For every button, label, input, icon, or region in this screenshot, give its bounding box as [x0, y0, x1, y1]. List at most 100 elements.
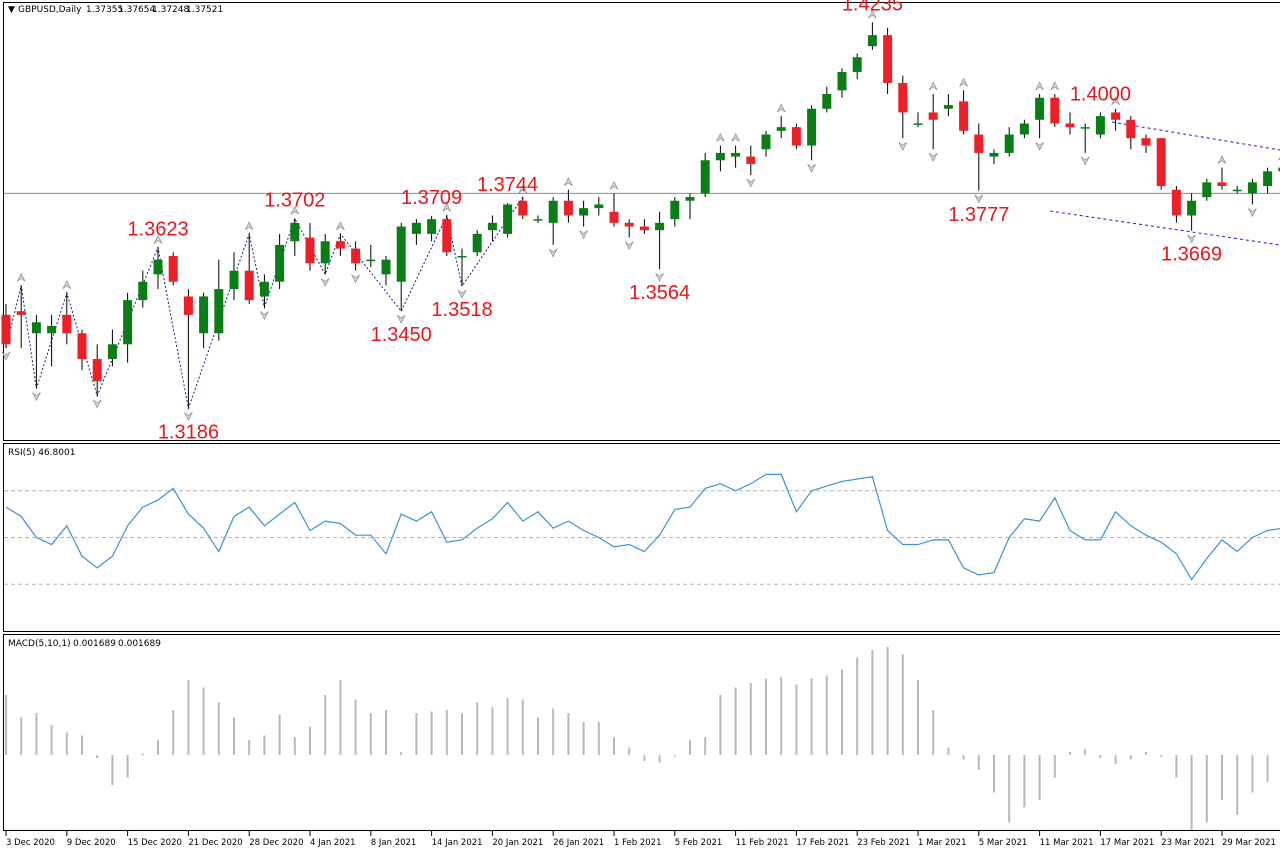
bull-candle — [381, 259, 391, 275]
bear-candle — [335, 241, 345, 249]
date-label: 15 Dec 2020 — [128, 838, 182, 848]
bull-candle — [47, 325, 57, 334]
price-label: 1.3702 — [264, 189, 325, 211]
date-label: 28 Dec 2020 — [249, 838, 303, 848]
channel-lower-line — [1049, 210, 1280, 246]
fractal-down-arrow — [32, 392, 41, 402]
bear-candle — [92, 359, 102, 382]
price-label: 1.3450 — [371, 324, 432, 346]
bull-candle — [989, 152, 999, 157]
bull-candle — [275, 244, 285, 282]
date-label: 1 Feb 2021 — [614, 838, 662, 848]
bull-candle — [214, 289, 224, 334]
macd-label: MACD(5,10,1) — [8, 639, 71, 649]
date-label: 5 Mar 2021 — [979, 838, 1027, 848]
bull-candle — [1035, 97, 1045, 120]
fractal-up-arrow — [1111, 96, 1120, 105]
bear-candle — [959, 101, 969, 131]
bull-candle — [731, 152, 741, 157]
bear-candle — [639, 226, 649, 231]
bull-candle — [655, 222, 665, 231]
fractal-down-arrow — [184, 412, 193, 422]
bull-candle — [427, 219, 437, 234]
date-label: 23 Mar 2021 — [1161, 838, 1215, 848]
date-label: 29 Mar 2021 — [1222, 838, 1276, 848]
fractal-down-arrow — [624, 241, 634, 251]
date-label: 23 Feb 2021 — [857, 838, 910, 848]
bear-candle — [351, 248, 361, 264]
bear-candle — [1065, 123, 1075, 128]
bear-candle — [746, 156, 756, 164]
bear-candle — [1111, 112, 1121, 120]
bear-candle — [244, 270, 254, 301]
bear-candle — [563, 200, 573, 216]
bear-candle — [1156, 138, 1166, 187]
bull-candle — [320, 241, 330, 264]
macd-value-1: 0.001689 — [73, 639, 116, 649]
fractal-down-arrow — [92, 399, 102, 409]
bull-candle — [290, 222, 300, 242]
bull-candle — [366, 259, 376, 262]
price-label: 1.3777 — [948, 204, 1009, 226]
ohlc-low: 1.37248 — [152, 5, 189, 15]
date-label: 8 Jan 2021 — [371, 838, 417, 848]
fractal-up-arrow — [62, 280, 72, 290]
macd-panel — [3, 634, 1280, 831]
fractal-down-arrow — [1080, 156, 1090, 166]
bull-candle — [943, 105, 953, 109]
fractal-up-arrow — [336, 221, 345, 231]
price-label: 1.3564 — [629, 282, 690, 304]
date-label: 4 Jan 2021 — [310, 838, 356, 848]
bull-candle — [153, 259, 163, 275]
bull-candle — [199, 296, 209, 334]
fractal-down-arrow — [928, 152, 938, 162]
date-label: 14 Jan 2021 — [432, 838, 483, 848]
date-label: 17 Mar 2021 — [1100, 838, 1154, 848]
bull-candle — [807, 108, 817, 146]
bear-candle — [898, 82, 908, 113]
zigzag-line — [5, 196, 524, 411]
bear-candle — [183, 296, 193, 315]
fractal-down-arrow — [655, 272, 664, 282]
fractal-down-arrow — [351, 274, 360, 284]
date-label: 9 Dec 2020 — [67, 838, 116, 848]
bull-candle — [913, 123, 923, 125]
date-label: 5 Feb 2021 — [675, 838, 723, 848]
bull-candle — [457, 255, 467, 258]
fractal-down-arrow — [320, 278, 330, 288]
ohlc-high: 1.37654 — [118, 5, 155, 15]
bull-candle — [1278, 167, 1280, 172]
price-label: 1.3744 — [477, 174, 538, 196]
ohlc-open: 1.37355 — [86, 5, 123, 15]
price-label: 1.3518 — [431, 299, 492, 321]
bull-candle — [822, 94, 832, 109]
bear-candle — [609, 211, 619, 223]
fractal-up-arrow — [153, 234, 163, 244]
bull-candle — [1247, 182, 1257, 194]
fractal-up-arrow — [518, 184, 528, 194]
date-label: 26 Jan 2021 — [553, 838, 604, 848]
bear-candle — [1141, 138, 1151, 146]
fractal-down-arrow — [1035, 141, 1044, 151]
bear-candle — [62, 314, 72, 334]
bear-candle — [305, 237, 315, 264]
bull-candle — [487, 222, 497, 231]
fractal-down-arrow — [457, 289, 467, 299]
price-label: 1.4235 — [842, 0, 903, 15]
bull-candle — [837, 71, 847, 91]
bear-candle — [168, 255, 178, 282]
bull-candle — [411, 222, 421, 234]
chart-title: GBPUSD,Daily — [18, 5, 82, 15]
fractal-up-arrow — [868, 9, 877, 19]
date-label: 3 Dec 2020 — [6, 838, 55, 848]
channel-upper-line — [1111, 121, 1280, 151]
bull-candle — [776, 127, 786, 131]
fractal-up-arrow — [959, 77, 968, 87]
bull-candle — [867, 35, 877, 47]
price-label: 1.3709 — [401, 187, 462, 209]
bear-candle — [1171, 189, 1181, 216]
fractal-up-arrow — [716, 132, 725, 142]
bull-candle — [1095, 116, 1105, 135]
fractal-down-arrow — [1187, 234, 1196, 244]
